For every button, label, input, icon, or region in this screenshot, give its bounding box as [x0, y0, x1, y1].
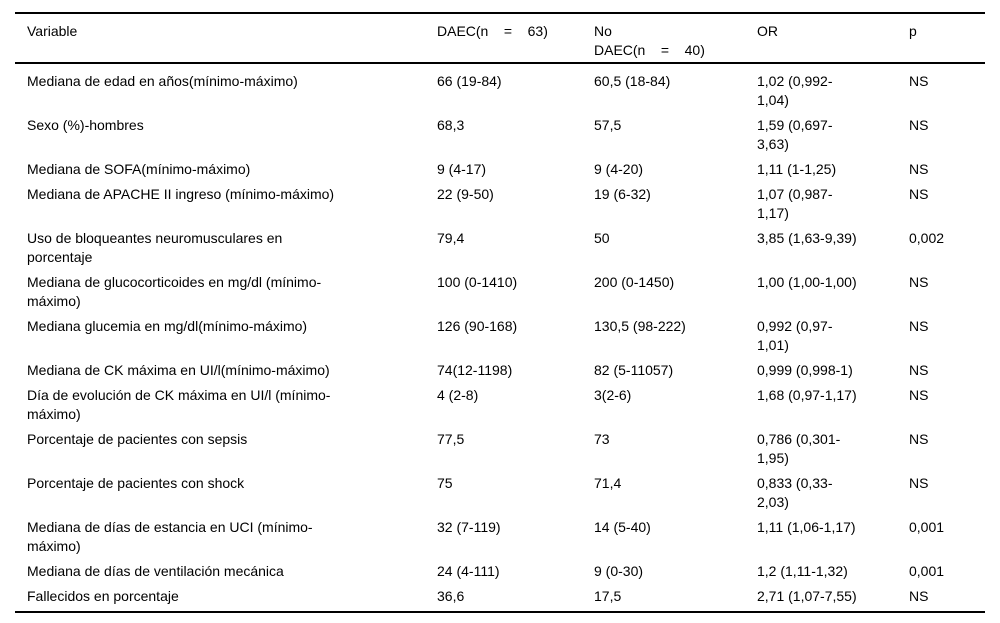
- cell-p: NS: [909, 161, 929, 177]
- cell-no-daec: 17,5: [594, 588, 622, 604]
- cell-p: NS: [909, 117, 929, 133]
- cell-or: 3,85 (1,63-9,39): [757, 230, 857, 246]
- cell-daec: 66 (19-84): [437, 73, 502, 89]
- cell-daec: 74(12-1198): [437, 362, 513, 378]
- cell-p: NS: [909, 387, 929, 403]
- table-row: Mediana de glucocorticoides en mg/dl (mí…: [15, 270, 985, 314]
- cell-daec: 68,3: [437, 117, 465, 133]
- table-row: Sexo (%)-hombres 68,3 57,5 1,59 (0,697- …: [15, 113, 985, 157]
- cell-no-daec: 200 (0-1450): [594, 274, 675, 290]
- table-row: Mediana de edad en años(mínimo-máximo) 6…: [15, 63, 985, 113]
- cell-daec: 75: [437, 475, 453, 491]
- cell-daec: 9 (4-17): [437, 161, 487, 177]
- cell-variable: Uso de bloqueantes neuromusculares en po…: [27, 230, 283, 265]
- cell-or: 1,59 (0,697- 3,63): [757, 117, 833, 152]
- cell-p: NS: [909, 274, 929, 290]
- cell-p: NS: [909, 475, 929, 491]
- cell-variable: Sexo (%)-hombres: [27, 117, 144, 133]
- cell-no-daec: 71,4: [594, 475, 622, 491]
- cell-daec: 100 (0-1410): [437, 274, 518, 290]
- cell-no-daec: 50: [594, 230, 610, 246]
- table-row: Uso de bloqueantes neuromusculares en po…: [15, 226, 985, 270]
- cell-variable: Día de evolución de CK máxima en UI/l (m…: [27, 387, 331, 422]
- cell-or: 1,00 (1,00-1,00): [757, 274, 857, 290]
- cell-variable: Fallecidos en porcentaje: [27, 588, 179, 604]
- cell-p: NS: [909, 318, 929, 334]
- table-container: Variable DAEC(n = 63) No DAEC(n = 40) OR…: [15, 12, 985, 613]
- header-row: Variable DAEC(n = 63) No DAEC(n = 40) OR…: [15, 13, 985, 64]
- cell-or: 0,992 (0,97- 1,01): [757, 318, 833, 353]
- cell-or: 1,2 (1,11-1,32): [757, 563, 848, 579]
- cell-p: 0,002: [909, 230, 945, 246]
- cell-variable: Mediana de glucocorticoides en mg/dl (mí…: [27, 274, 322, 309]
- cell-variable: Mediana glucemia en mg/dl(mínimo-máximo): [27, 318, 308, 334]
- table-row: Mediana de CK máxima en UI/l(mínimo-máxi…: [15, 358, 985, 383]
- cell-p: 0,001: [909, 519, 945, 535]
- cell-variable: Mediana de edad en años(mínimo-máximo): [27, 73, 298, 89]
- cell-variable: Mediana de APACHE II ingreso (mínimo-máx…: [27, 186, 335, 202]
- table-row: Mediana de días de estancia en UCI (míni…: [15, 515, 985, 559]
- cell-no-daec: 14 (5-40): [594, 519, 651, 535]
- table-row: Porcentaje de pacientes con shock 75 71,…: [15, 471, 985, 515]
- table-row: Fallecidos en porcentaje 36,6 17,5 2,71 …: [15, 584, 985, 612]
- table-row: Porcentaje de pacientes con sepsis 77,5 …: [15, 427, 985, 471]
- cell-daec: 32 (7-119): [437, 519, 501, 535]
- comparison-table: Variable DAEC(n = 63) No DAEC(n = 40) OR…: [15, 12, 985, 613]
- column-header-p: p: [909, 13, 985, 64]
- cell-variable: Mediana de CK máxima en UI/l(mínimo-máxi…: [27, 362, 330, 378]
- cell-no-daec: 3(2-6): [594, 387, 632, 403]
- cell-or: 1,11 (1,06-1,17): [757, 519, 856, 535]
- cell-p: NS: [909, 186, 929, 202]
- cell-variable: Mediana de SOFA(mínimo-máximo): [27, 161, 251, 177]
- cell-p: NS: [909, 362, 929, 378]
- cell-p: NS: [909, 431, 929, 447]
- cell-daec: 24 (4-111): [437, 563, 500, 579]
- cell-no-daec: 19 (6-32): [594, 186, 651, 202]
- cell-or: 2,71 (1,07-7,55): [757, 588, 857, 604]
- table-row: Mediana de días de ventilación mecánica …: [15, 559, 985, 584]
- cell-p: NS: [909, 73, 929, 89]
- cell-or: 0,999 (0,998-1): [757, 362, 853, 378]
- table-row: Mediana de APACHE II ingreso (mínimo-máx…: [15, 182, 985, 226]
- cell-variable: Porcentaje de pacientes con sepsis: [27, 431, 248, 447]
- cell-daec: 79,4: [437, 230, 465, 246]
- column-header-variable: Variable: [15, 13, 437, 64]
- cell-or: 0,786 (0,301- 1,95): [757, 431, 841, 466]
- cell-no-daec: 82 (5-11057): [594, 362, 674, 378]
- cell-no-daec: 9 (4-20): [594, 161, 644, 177]
- cell-variable: Porcentaje de pacientes con shock: [27, 475, 245, 491]
- column-header-daec: DAEC(n = 63): [437, 13, 594, 64]
- cell-no-daec: 9 (0-30): [594, 563, 644, 579]
- cell-daec: 77,5: [437, 431, 465, 447]
- table-row: Mediana de SOFA(mínimo-máximo) 9 (4-17) …: [15, 157, 985, 182]
- column-header-or: OR: [757, 13, 909, 64]
- cell-no-daec: 130,5 (98-222): [594, 318, 686, 334]
- cell-daec: 22 (9-50): [437, 186, 494, 202]
- cell-p: 0,001: [909, 563, 945, 579]
- cell-or: 1,11 (1-1,25): [757, 161, 837, 177]
- cell-no-daec: 60,5 (18-84): [594, 73, 671, 89]
- cell-daec: 36,6: [437, 588, 465, 604]
- cell-daec: 126 (90-168): [437, 318, 518, 334]
- cell-or: 1,68 (0,97-1,17): [757, 387, 857, 403]
- cell-variable: Mediana de días de estancia en UCI (míni…: [27, 519, 313, 554]
- cell-or: 1,07 (0,987- 1,17): [757, 186, 833, 221]
- cell-daec: 4 (2-8): [437, 387, 479, 403]
- cell-p: NS: [909, 588, 929, 604]
- cell-variable: Mediana de días de ventilación mecánica: [27, 563, 284, 579]
- cell-no-daec: 73: [594, 431, 610, 447]
- cell-no-daec: 57,5: [594, 117, 622, 133]
- table-row: Mediana glucemia en mg/dl(mínimo-máximo)…: [15, 314, 985, 358]
- cell-or: 0,833 (0,33- 2,03): [757, 475, 833, 510]
- table-body: Mediana de edad en años(mínimo-máximo) 6…: [15, 63, 985, 612]
- table-header: Variable DAEC(n = 63) No DAEC(n = 40) OR…: [15, 13, 985, 64]
- column-header-no-daec: No DAEC(n = 40): [594, 13, 757, 64]
- cell-or: 1,02 (0,992- 1,04): [757, 73, 833, 108]
- table-row: Día de evolución de CK máxima en UI/l (m…: [15, 383, 985, 427]
